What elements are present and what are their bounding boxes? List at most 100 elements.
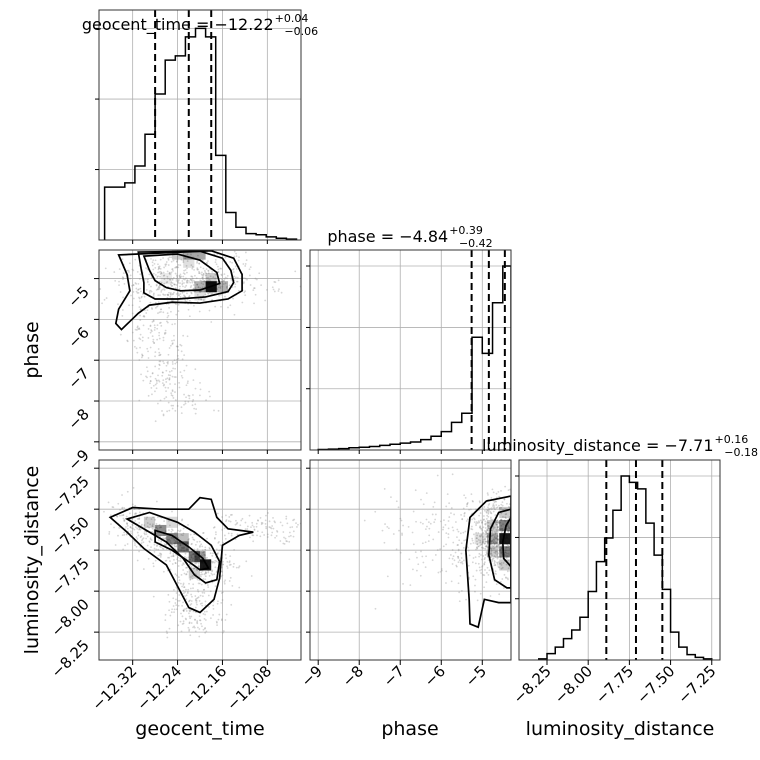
scatter-point bbox=[128, 271, 130, 273]
scatter-point bbox=[470, 525, 473, 528]
scatter-point bbox=[154, 351, 157, 354]
scatter-point bbox=[118, 280, 120, 283]
scatter-point bbox=[206, 537, 208, 540]
scatter-point bbox=[190, 292, 193, 295]
scatter-point bbox=[417, 563, 420, 566]
scatter-point bbox=[205, 630, 208, 633]
scatter-point bbox=[494, 570, 497, 573]
scatter-point bbox=[387, 527, 390, 530]
scatter-point bbox=[296, 526, 298, 528]
scatter-point bbox=[188, 612, 190, 615]
scatter-point bbox=[166, 232, 168, 234]
scatter-point bbox=[261, 531, 264, 534]
scatter-point bbox=[136, 351, 139, 354]
scatter-point bbox=[199, 594, 202, 597]
scatter-point bbox=[164, 386, 167, 389]
scatter-point bbox=[171, 299, 174, 302]
scatter-point bbox=[196, 569, 199, 571]
scatter-point bbox=[492, 545, 495, 548]
scatter-point bbox=[483, 506, 486, 508]
scatter-point bbox=[485, 510, 488, 513]
scatter-point bbox=[189, 578, 192, 581]
scatter-point bbox=[253, 302, 255, 305]
scatter-point bbox=[500, 503, 503, 506]
scatter-point bbox=[455, 521, 457, 523]
scatter-point bbox=[220, 602, 223, 604]
scatter-point bbox=[234, 538, 237, 541]
scatter-point bbox=[409, 584, 412, 587]
scatter-point bbox=[188, 394, 191, 397]
scatter-point bbox=[485, 581, 488, 584]
scatter-point bbox=[489, 518, 492, 520]
scatter-point bbox=[241, 301, 244, 304]
scatter-point bbox=[408, 558, 411, 561]
scatter-point bbox=[199, 279, 202, 282]
scatter-point bbox=[457, 557, 460, 559]
scatter-point bbox=[513, 563, 515, 565]
scatter-point bbox=[170, 271, 173, 274]
scatter-point bbox=[497, 491, 500, 493]
scatter-point bbox=[164, 537, 167, 540]
scatter-point bbox=[162, 384, 165, 387]
scatter-point bbox=[531, 492, 533, 494]
scatter-point bbox=[218, 540, 220, 543]
scatter-point bbox=[482, 536, 484, 538]
scatter-point bbox=[191, 267, 194, 270]
scatter-point bbox=[184, 257, 187, 260]
scatter-point bbox=[182, 622, 185, 625]
scatter-point bbox=[165, 263, 168, 266]
scatter-point bbox=[485, 531, 488, 533]
scatter-point bbox=[182, 534, 184, 537]
scatter-point bbox=[314, 286, 316, 288]
scatter-point bbox=[194, 543, 197, 546]
scatter-point bbox=[231, 513, 233, 516]
scatter-point bbox=[177, 576, 180, 579]
scatter-point bbox=[146, 347, 149, 350]
scatter-point bbox=[515, 567, 517, 569]
scatter-point bbox=[207, 260, 209, 263]
scatter-point bbox=[202, 267, 205, 270]
scatter-point bbox=[527, 534, 529, 536]
scatter-point bbox=[292, 535, 295, 538]
scatter-point bbox=[242, 263, 245, 265]
scatter-point bbox=[210, 572, 213, 575]
scatter-point bbox=[512, 540, 514, 542]
scatter-point bbox=[520, 550, 522, 552]
scatter-point bbox=[182, 620, 185, 623]
scatter-point bbox=[175, 361, 178, 364]
scatter-point bbox=[132, 297, 135, 300]
scatter-point bbox=[171, 361, 174, 363]
scatter-point bbox=[157, 266, 160, 268]
scatter-point bbox=[175, 260, 178, 263]
scatter-point bbox=[167, 264, 170, 266]
scatter-point bbox=[126, 543, 129, 545]
scatter-point bbox=[178, 559, 180, 562]
scatter-point bbox=[182, 592, 185, 595]
scatter-point bbox=[256, 278, 258, 281]
scatter-point bbox=[457, 549, 460, 552]
scatter-point bbox=[142, 379, 145, 382]
scatter-point bbox=[186, 382, 189, 384]
scatter-point bbox=[203, 610, 206, 613]
scatter-point bbox=[165, 630, 168, 633]
scatter-point bbox=[223, 280, 226, 282]
scatter-point bbox=[507, 544, 510, 547]
scatter-point bbox=[167, 257, 170, 260]
scatter-point bbox=[131, 284, 133, 287]
scatter-point bbox=[461, 518, 464, 521]
scatter-point bbox=[189, 578, 192, 581]
scatter-point bbox=[185, 588, 187, 591]
scatter-point bbox=[180, 374, 183, 377]
scatter-point bbox=[530, 532, 532, 534]
scatter-point bbox=[171, 510, 173, 513]
scatter-point bbox=[214, 261, 217, 264]
scatter-point bbox=[197, 298, 200, 301]
scatter-point bbox=[157, 374, 159, 377]
ytick-label-phase-0: −9 bbox=[64, 446, 92, 474]
scatter-point bbox=[279, 540, 282, 542]
scatter-point bbox=[500, 563, 503, 566]
scatter-point bbox=[223, 527, 226, 530]
scatter-point bbox=[459, 574, 462, 577]
scatter-point bbox=[175, 604, 178, 607]
density-cell-6 bbox=[143, 516, 156, 528]
